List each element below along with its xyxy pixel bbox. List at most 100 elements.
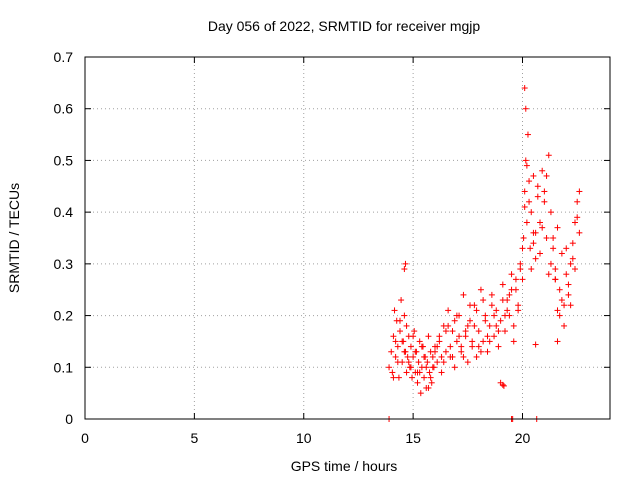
data-point	[434, 359, 441, 366]
data-point	[488, 291, 495, 298]
data-point	[469, 343, 476, 350]
data-point	[386, 364, 393, 371]
data-point	[523, 162, 530, 169]
x-tick-label: 15	[405, 430, 421, 446]
data-point	[428, 379, 435, 386]
data-point	[519, 245, 526, 252]
y-tick-label: 0.1	[54, 359, 74, 375]
data-point	[451, 364, 458, 371]
x-tick-label: 0	[81, 430, 89, 446]
data-point	[473, 307, 480, 314]
data-point	[462, 328, 469, 335]
data-point	[486, 322, 493, 329]
y-axis-label: SRMTID / TECUs	[6, 183, 22, 293]
data-point	[417, 390, 424, 397]
data-point	[442, 328, 449, 335]
data-point	[482, 312, 489, 319]
data-point	[495, 343, 502, 350]
data-point	[517, 260, 524, 267]
data-point	[576, 188, 583, 195]
data-point	[486, 338, 493, 345]
data-point	[451, 317, 458, 324]
data-point	[394, 359, 401, 366]
data-point	[399, 338, 406, 345]
data-point	[416, 338, 423, 345]
data-point	[394, 343, 401, 350]
data-point	[508, 271, 515, 278]
data-point	[504, 307, 511, 314]
data-point	[495, 328, 502, 335]
data-point	[515, 302, 522, 309]
x-tick-label: 5	[190, 430, 198, 446]
y-tick-label: 0.4	[54, 204, 74, 220]
data-point	[526, 178, 533, 185]
data-point	[520, 235, 527, 241]
data-point	[460, 291, 467, 298]
data-point	[424, 359, 431, 366]
data-point	[445, 307, 452, 314]
data-point	[445, 322, 452, 329]
data-point	[499, 297, 506, 304]
y-tick-label: 0.7	[54, 49, 74, 65]
data-point	[464, 359, 471, 366]
data-point	[517, 266, 524, 273]
data-point	[423, 364, 430, 371]
data-point	[415, 359, 422, 366]
data-point	[567, 302, 574, 309]
data-point	[401, 266, 408, 273]
data-point	[407, 343, 414, 350]
data-point	[521, 188, 528, 195]
data-point	[499, 281, 506, 288]
data-point	[554, 224, 561, 231]
data-point	[537, 250, 543, 257]
data-point	[556, 312, 563, 319]
data-point	[458, 348, 465, 355]
data-point	[565, 281, 572, 288]
data-point	[460, 353, 467, 360]
data-point	[477, 348, 484, 355]
data-point	[458, 343, 465, 350]
y-tick-label: 0.2	[54, 308, 74, 324]
data-point	[519, 276, 526, 283]
x-tick-label: 10	[296, 430, 312, 446]
data-point	[541, 188, 548, 195]
data-point	[532, 341, 539, 348]
data-point	[554, 338, 561, 345]
data-point	[389, 369, 396, 376]
data-point	[391, 307, 398, 314]
data-point	[456, 333, 463, 340]
data-point	[484, 333, 491, 340]
data-point	[409, 374, 416, 381]
data-point	[543, 235, 550, 241]
data-point	[475, 343, 482, 350]
data-point	[556, 286, 563, 293]
data-point	[429, 353, 436, 360]
data-point	[499, 381, 506, 388]
data-point	[421, 374, 428, 381]
data-point	[497, 317, 504, 324]
data-point	[447, 343, 454, 350]
data-point	[426, 369, 433, 376]
data-point	[467, 302, 473, 309]
data-point	[473, 353, 480, 360]
data-point	[401, 348, 408, 355]
data-point	[469, 338, 476, 345]
data-point	[467, 317, 473, 324]
data-point	[493, 307, 500, 314]
data-point	[484, 348, 491, 355]
data-point	[552, 266, 559, 273]
data-point	[404, 353, 411, 360]
data-point	[397, 317, 403, 324]
data-point	[421, 353, 428, 360]
data-point	[510, 338, 517, 345]
data-point	[410, 353, 417, 360]
data-point	[524, 131, 531, 138]
data-point	[414, 369, 421, 376]
data-point	[550, 245, 557, 252]
plot-frame	[84, 56, 611, 420]
data-point	[449, 328, 456, 335]
data-point	[572, 266, 578, 273]
data-point	[528, 266, 535, 273]
data-point	[526, 198, 533, 205]
